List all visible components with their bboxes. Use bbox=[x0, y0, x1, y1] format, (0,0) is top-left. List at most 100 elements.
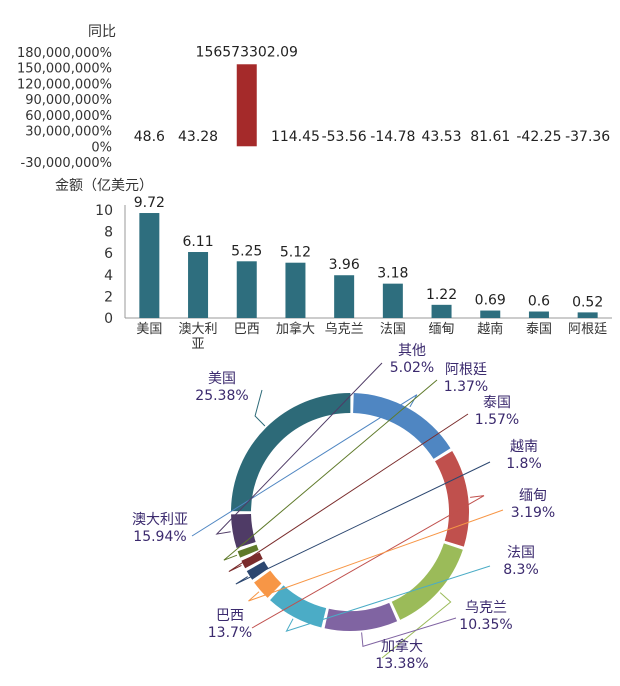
donut-slice-name: 泰国 bbox=[483, 395, 511, 411]
donut-leader bbox=[361, 617, 457, 648]
donut-leader bbox=[381, 592, 452, 659]
yoy-chart: 同比 180,000,000%150,000,000%120,000,000%9… bbox=[17, 24, 610, 171]
donut-slice-percent: 25.38% bbox=[195, 388, 248, 404]
amount-y-ticks: 0 2 4 6 8 10 bbox=[95, 203, 113, 327]
donut-leader bbox=[285, 565, 491, 632]
amount-category-label: 美国 bbox=[136, 322, 162, 337]
yoy-bars bbox=[236, 64, 257, 147]
donut-slice-name: 美国 bbox=[208, 371, 236, 387]
donut-leader bbox=[251, 495, 485, 629]
donut-slice-percent: 13.38% bbox=[375, 656, 428, 672]
donut-leader bbox=[254, 389, 266, 427]
donut-slice bbox=[231, 393, 351, 512]
yoy-value-label: -37.36 bbox=[565, 129, 610, 145]
yoy-ylabel: 同比 bbox=[88, 24, 116, 40]
donut-slice-name: 阿根廷 bbox=[445, 362, 487, 378]
amount-bar bbox=[285, 262, 306, 318]
donut-slice-name: 澳大利亚 bbox=[132, 512, 188, 528]
yoy-value-label: 156573302.09 bbox=[196, 44, 298, 60]
yoy-tick-label: 60,000,000% bbox=[25, 109, 112, 124]
donut-slice-name: 乌克兰 bbox=[465, 600, 507, 616]
amount-tick-label: 8 bbox=[104, 225, 113, 241]
amount-category-label: 阿根廷 bbox=[568, 322, 607, 337]
amount-value-label: 1.22 bbox=[426, 287, 457, 303]
donut-leader bbox=[235, 461, 491, 585]
amount-bar bbox=[577, 312, 598, 318]
yoy-value-labels: 48.6 43.28 156573302.09 114.45 -53.56 -14.78 4… bbox=[134, 44, 611, 145]
donut-leader bbox=[223, 379, 438, 561]
amount-category-label: 缅甸 bbox=[429, 322, 455, 337]
donut-slice bbox=[270, 585, 327, 628]
amount-tick-label: 6 bbox=[104, 246, 113, 262]
amount-category-label: 亚 bbox=[192, 337, 205, 352]
donut-leader-lines bbox=[191, 362, 504, 659]
amount-category-label: 法国 bbox=[380, 322, 406, 337]
amount-tick-label: 0 bbox=[104, 311, 113, 327]
donut-slice-name: 巴西 bbox=[216, 608, 244, 624]
donut-slice bbox=[246, 561, 269, 580]
yoy-tick-label: -30,000,000% bbox=[21, 156, 112, 171]
donut-slice-percent: 10.35% bbox=[459, 617, 512, 633]
amount-category-label: 加拿大 bbox=[276, 321, 315, 337]
yoy-tick-label: 0% bbox=[91, 140, 112, 155]
amount-bar bbox=[188, 252, 209, 318]
yoy-value-label: 48.6 bbox=[134, 129, 165, 145]
amount-value-label: 0.6 bbox=[528, 294, 550, 310]
amount-bar bbox=[334, 275, 355, 318]
amount-bar bbox=[382, 283, 403, 318]
amount-ylabel: 金额（亿美元） bbox=[55, 178, 153, 194]
yoy-tick-label: 90,000,000% bbox=[25, 93, 112, 108]
amount-bars bbox=[139, 213, 598, 318]
donut-slice-percent: 1.37% bbox=[444, 379, 488, 395]
amount-bar bbox=[480, 310, 501, 318]
yoy-value-label: 43.28 bbox=[178, 129, 218, 145]
yoy-tick-label: 150,000,000% bbox=[17, 62, 112, 77]
donut-slice bbox=[241, 552, 263, 569]
amount-category-label: 越南 bbox=[477, 321, 503, 337]
yoy-y-ticks: 180,000,000%150,000,000%120,000,000%90,0… bbox=[17, 46, 112, 171]
amount-value-label: 0.69 bbox=[475, 293, 506, 309]
donut-leader bbox=[191, 394, 418, 537]
amount-category-label: 澳大利 bbox=[179, 321, 218, 337]
yoy-value-label: -14.78 bbox=[370, 129, 415, 145]
donut-slice bbox=[254, 570, 282, 598]
donut-slice-percent: 13.7% bbox=[208, 625, 252, 641]
donut-slice-percent: 1.57% bbox=[475, 412, 519, 428]
donut-leader bbox=[228, 413, 469, 573]
yoy-tick-label: 30,000,000% bbox=[25, 125, 112, 140]
donut-slice-percent: 5.02% bbox=[390, 360, 434, 376]
donut-slice-name: 缅甸 bbox=[519, 488, 547, 504]
donut-slice bbox=[391, 543, 463, 620]
donut-slice bbox=[237, 544, 259, 558]
amount-bar bbox=[236, 261, 257, 318]
yoy-value-label: 114.45 bbox=[271, 129, 320, 145]
donut-slice bbox=[324, 602, 398, 632]
donut-slice-name: 其他 bbox=[398, 343, 426, 359]
yoy-tick-label: 180,000,000% bbox=[17, 46, 112, 61]
donut-slice bbox=[435, 451, 470, 547]
donut-slice-percent: 8.3% bbox=[503, 562, 539, 578]
donut-slice-name: 加拿大 bbox=[381, 638, 423, 655]
yoy-value-label: 81.61 bbox=[470, 129, 510, 145]
amount-chart: 金额（亿美元） 0 2 4 6 8 10 9.72 6.11 5.25 5.12 3.96 3.18… bbox=[55, 178, 612, 352]
donut-slice-percent: 3.19% bbox=[511, 505, 555, 521]
donut-slice-name: 越南 bbox=[510, 439, 538, 455]
yoy-value-label: -42.25 bbox=[516, 129, 561, 145]
amount-bar bbox=[139, 213, 160, 318]
donut-slice-percent: 15.94% bbox=[133, 529, 186, 545]
amount-category-label: 泰国 bbox=[526, 322, 552, 337]
amount-bar bbox=[528, 311, 549, 318]
amount-category-labels: 美国 澳大利亚 巴西 加拿大 乌克兰 法国 缅甸 越南 泰国 阿根廷 bbox=[136, 321, 607, 352]
donut-leader bbox=[215, 362, 383, 535]
donut-slice-percent: 1.8% bbox=[506, 456, 542, 472]
amount-value-label: 5.12 bbox=[280, 245, 311, 261]
yoy-bar bbox=[236, 64, 257, 147]
yoy-value-label: -53.56 bbox=[322, 129, 367, 145]
yoy-tick-label: 120,000,000% bbox=[17, 77, 112, 92]
yoy-value-label: 43.53 bbox=[422, 129, 462, 145]
amount-bar bbox=[431, 304, 452, 318]
amount-value-label: 3.96 bbox=[329, 257, 360, 273]
